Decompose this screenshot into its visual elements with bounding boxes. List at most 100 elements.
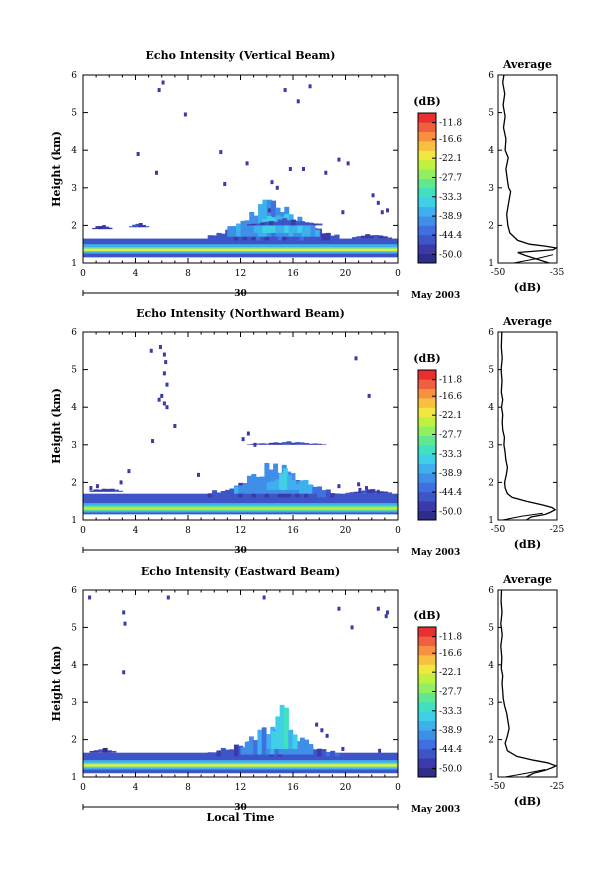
echo-cluster-2-bar-5 — [287, 475, 292, 490]
echo-cluster-5-bar-2 — [353, 491, 359, 494]
colorbar-tick-label: -44.4 — [439, 488, 462, 498]
echo-cluster-1-bar-4 — [244, 220, 250, 237]
echo-cluster-1-bar-2 — [242, 482, 248, 494]
echo-cluster-5-bar-1 — [349, 492, 355, 494]
echo-cluster-3-bar-14 — [308, 443, 314, 445]
echo-cluster-2-bar-1 — [258, 226, 263, 233]
echo-cluster-5-bar-0 — [345, 492, 351, 494]
echo-cluster-3-bar-0 — [247, 444, 253, 445]
echo-cluster-4-bar-1 — [132, 224, 137, 228]
echo-cluster-3-bar-3 — [102, 225, 106, 230]
echo-speckle-9 — [270, 180, 274, 185]
average-secondary-line — [513, 254, 554, 264]
echo-speckle-3 — [166, 595, 170, 600]
y-tick-label: 4 — [71, 146, 77, 156]
echo-cluster-1-bar-20 — [314, 229, 320, 237]
average-x-label: (dB) — [514, 281, 541, 294]
echo-cluster-2-bar-6 — [292, 734, 298, 749]
month-label: May 2003 — [411, 291, 460, 301]
echo-speckle-2 — [123, 621, 127, 626]
echo-cluster-1-bar-2 — [248, 736, 254, 755]
echo-cluster-4-bar-5 — [110, 488, 115, 492]
echo-cluster-0-bar-1 — [212, 235, 218, 241]
echo-speckle-7 — [302, 167, 305, 171]
echo-cluster-0-bar-2 — [216, 492, 222, 498]
y-tick-label: 1 — [71, 773, 77, 783]
echo-cluster-1-bar-17 — [307, 484, 313, 494]
echo-speckle-1 — [161, 80, 165, 85]
y-tick-label: 4 — [71, 661, 77, 671]
echo-speckle-26 — [197, 472, 200, 477]
echo-speckle-13 — [325, 733, 329, 738]
echo-cluster-1-bar-4 — [251, 473, 257, 494]
colorbar-tick-label: -38.9 — [439, 212, 462, 222]
echo-cluster-0-bar-0 — [207, 752, 213, 757]
colorbar-swatch-10 — [418, 673, 436, 684]
y-tick-label: 6 — [71, 71, 77, 81]
echo-cluster-0-bar-29 — [334, 493, 340, 498]
echo-cluster-3-bar-2 — [98, 749, 104, 753]
colorbar-tick-label: -33.3 — [439, 450, 462, 460]
echo-cluster-0-bar-27 — [325, 232, 331, 241]
echo-cluster-0-bar-26 — [321, 749, 327, 757]
echo-cluster-4-bar-4 — [105, 488, 111, 492]
echo-cluster-2-bar-4 — [284, 707, 289, 749]
colorbar-tick-label: -33.3 — [439, 193, 462, 203]
y-tick-label: 2 — [71, 736, 77, 746]
colorbar-tick-label: -16.6 — [439, 392, 462, 402]
echo-speckle-10 — [122, 670, 126, 675]
echo-speckle-10 — [341, 210, 345, 215]
y-tick-label: 5 — [71, 109, 77, 119]
x-tick-label: 0 — [80, 783, 86, 793]
echo-cluster-1-bar-1 — [238, 485, 244, 494]
y-axis-label: Height (km) — [50, 388, 63, 464]
echo-cluster-5-bar-8 — [378, 491, 384, 494]
colorbar-swatch-10 — [418, 159, 436, 170]
echo-cluster-1-bar-16 — [303, 479, 309, 494]
echo-cluster-5-bar-12 — [299, 221, 305, 226]
echo-speckle-18 — [223, 182, 227, 187]
echo-speckle-16 — [283, 88, 287, 93]
echo-cluster-5-bar-4 — [362, 490, 367, 494]
echo-cluster-5-bar-16 — [317, 223, 323, 226]
echo-cluster-0-bar-29 — [334, 234, 340, 241]
echo-cluster-1-bar-14 — [299, 737, 305, 755]
echo-cluster-3-bar-11 — [295, 442, 301, 445]
echo-cluster-5-bar-2 — [255, 223, 261, 226]
echo-cluster-3-bar-9 — [286, 441, 292, 445]
colorbar-swatch-13 — [418, 645, 436, 656]
echo-cluster-5-bar-7 — [277, 219, 283, 226]
average-y-tick-label: 2 — [488, 478, 494, 488]
x-tick-label: 12 — [235, 269, 246, 279]
echo-cluster-0-bar-0 — [207, 235, 213, 241]
average-profile-line — [500, 331, 557, 521]
colorbar-swatch-3 — [418, 225, 436, 236]
x-tick-label: 0 — [395, 269, 401, 279]
echo-speckle-23 — [367, 393, 371, 398]
echo-cluster-0-bar-27 — [325, 489, 331, 498]
echo-cluster-3-bar-3 — [260, 443, 266, 445]
echo-cluster-5-bar-4 — [264, 221, 270, 226]
y-tick-label: 6 — [71, 328, 77, 338]
average-profile-line — [502, 74, 559, 264]
echo-cluster-0-bar-24 — [312, 749, 318, 757]
echo-cluster-4-bar-6 — [114, 489, 119, 492]
average-y-tick-label: 3 — [488, 698, 494, 708]
colorbar-swatch-12 — [418, 398, 436, 408]
y-tick-label: 1 — [71, 259, 77, 269]
echo-speckle-19 — [275, 185, 279, 190]
echo-cluster-2-bar-0 — [253, 225, 259, 233]
echo-cluster-3-bar-16 — [317, 443, 323, 445]
colorbar-swatch-8 — [418, 178, 436, 189]
echo-speckle-1 — [158, 345, 162, 350]
echo-cluster-1-bar-2 — [236, 223, 242, 237]
colorbar-tick-label: -11.8 — [439, 376, 462, 386]
echo-speckle-3 — [164, 360, 168, 365]
echo-cluster-1-bar-3 — [246, 475, 252, 494]
echo-speckle-12 — [376, 200, 380, 205]
x-tick-label: 12 — [235, 783, 246, 793]
echo-cluster-6-bar-7 — [382, 236, 388, 239]
x-tick-label: 8 — [185, 269, 191, 279]
echo-speckle-14 — [296, 99, 300, 104]
average-y-tick-label: 6 — [488, 71, 494, 81]
